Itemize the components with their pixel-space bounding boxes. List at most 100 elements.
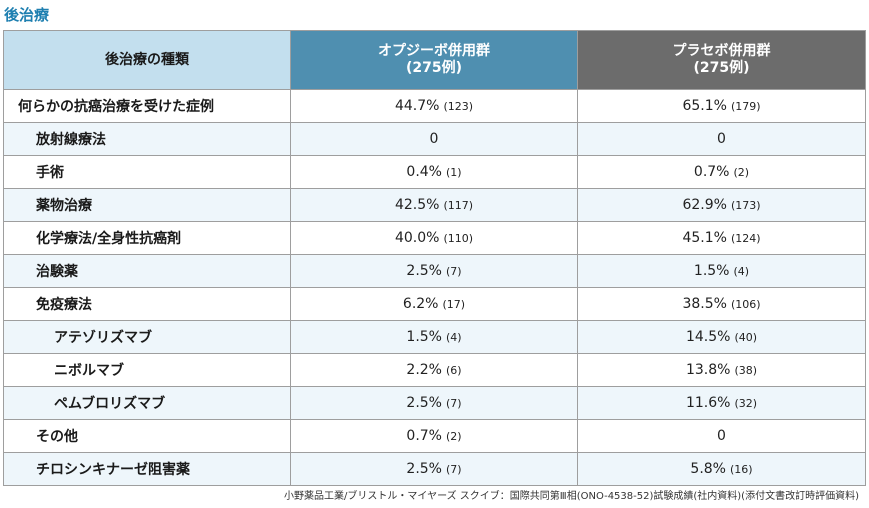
placebo-value-cell: 13.8% (38): [577, 353, 866, 387]
header-line2: (275例): [693, 60, 750, 76]
percentage: 1.5%: [406, 329, 442, 345]
table-row: アテゾリズマブ 1.5% (4) 14.5% (40): [3, 320, 866, 354]
percentage: 11.6%: [685, 395, 731, 411]
opdivo-value-cell: 40.0% (110): [290, 221, 578, 255]
placebo-value-cell: 38.5% (106): [577, 287, 866, 321]
placebo-value-cell: 5.8% (16): [577, 452, 866, 486]
percentage: 6.2%: [402, 296, 439, 312]
table-row: ニボルマブ 2.2% (6) 13.8% (38): [3, 353, 866, 387]
treatment-table: 後治療の種類 オプジーボ併用群 (275例) プラセボ併用群 (275例) 何ら…: [3, 30, 866, 486]
table-row: 治験薬 2.5% (7) 1.5% (4): [3, 254, 866, 288]
percentage: 62.9%: [682, 197, 727, 213]
patient-count: (38): [734, 364, 758, 377]
table-row: 薬物治療 42.5% (117) 62.9% (173): [3, 188, 866, 222]
percentage: 2.2%: [406, 362, 442, 378]
row-label: ニボルマブ: [3, 353, 291, 387]
opdivo-value-cell: 6.2% (17): [290, 287, 578, 321]
table-row: その他 0.7% (2) 0: [3, 419, 866, 453]
percentage: 13.8%: [685, 362, 731, 378]
patient-count: (4): [445, 331, 462, 344]
percentage: 5.8%: [690, 461, 726, 477]
table-row: 何らかの抗癌治療を受けた症例 44.7% (123) 65.1% (179): [3, 89, 866, 123]
header-placebo-group: プラセボ併用群 (275例): [577, 30, 866, 90]
percentage: 45.1%: [682, 230, 727, 246]
percentage: 0.7%: [693, 164, 730, 180]
header-line2: (275例): [405, 60, 463, 76]
percentage: 42.5%: [394, 197, 440, 213]
placebo-value-cell: 45.1% (124): [577, 221, 866, 255]
table-row: 化学療法/全身性抗癌剤 40.0% (110) 45.1% (124): [3, 221, 866, 255]
patient-count: (106): [730, 298, 761, 311]
patient-count: (117): [443, 199, 474, 212]
opdivo-value-cell: 44.7% (123): [290, 89, 578, 123]
patient-count: (16): [729, 463, 753, 476]
table-row: 放射線療法 0 0: [3, 122, 866, 156]
row-label: アテゾリズマブ: [3, 320, 291, 354]
percentage: 0: [717, 428, 726, 444]
row-label: 何らかの抗癌治療を受けた症例: [3, 89, 291, 123]
placebo-value-cell: 14.5% (40): [577, 320, 866, 354]
placebo-value-cell: 0.7% (2): [577, 155, 866, 189]
header-line1: 後治療の種類: [105, 51, 189, 68]
percentage: 14.5%: [685, 329, 731, 345]
patient-count: (173): [730, 199, 761, 212]
patient-count: (124): [730, 232, 761, 245]
placebo-value-cell: 1.5% (4): [577, 254, 866, 288]
percentage: 0.7%: [406, 428, 442, 444]
opdivo-value-cell: 2.2% (6): [290, 353, 578, 387]
placebo-value-cell: 11.6% (32): [577, 386, 866, 420]
patient-count: (4): [733, 265, 750, 278]
table-row: 免疫療法 6.2% (17) 38.5% (106): [3, 287, 866, 321]
percentage: 44.7%: [394, 98, 440, 114]
patient-count: (110): [443, 232, 474, 245]
table-row: チロシンキナーゼ阻害薬 2.5% (7) 5.8% (16): [3, 452, 866, 486]
patient-count: (40): [734, 331, 758, 344]
percentage: 0.4%: [406, 164, 442, 180]
placebo-value-cell: 62.9% (173): [577, 188, 866, 222]
patient-count: (17): [442, 298, 466, 311]
placebo-value-cell: 65.1% (179): [577, 89, 866, 123]
percentage: 0: [429, 131, 439, 147]
percentage: 2.5%: [406, 263, 442, 279]
source-note: 小野薬品工業/ブリストル・マイヤーズ スクイブ：国際共同第Ⅲ相(ONO-4538…: [284, 491, 859, 502]
patient-count: (7): [445, 265, 462, 278]
opdivo-value-cell: 42.5% (117): [290, 188, 578, 222]
percentage: 2.5%: [406, 395, 442, 411]
percentage: 2.5%: [406, 461, 442, 477]
header-treatment-type: 後治療の種類: [3, 30, 291, 90]
percentage: 38.5%: [682, 296, 727, 312]
header-line1: プラセボ併用群: [672, 43, 771, 59]
opdivo-value-cell: 2.5% (7): [290, 386, 578, 420]
row-label: 手術: [3, 155, 291, 189]
percentage: 65.1%: [682, 98, 727, 114]
opdivo-value-cell: 1.5% (4): [290, 320, 578, 354]
header-opdivo-group: オプジーボ併用群 (275例): [290, 30, 578, 90]
row-label: 治験薬: [3, 254, 291, 288]
placebo-value-cell: 0: [577, 419, 866, 453]
table-header-row: 後治療の種類 オプジーボ併用群 (275例) プラセボ併用群 (275例): [3, 30, 866, 90]
patient-count: (32): [734, 397, 758, 410]
row-label: 免疫療法: [3, 287, 291, 321]
opdivo-value-cell: 0.4% (1): [290, 155, 578, 189]
opdivo-value-cell: 0: [290, 122, 578, 156]
opdivo-value-cell: 2.5% (7): [290, 452, 578, 486]
header-line1: オプジーボ併用群: [378, 43, 490, 59]
percentage: 1.5%: [693, 263, 730, 279]
table-row: ペムブロリズマブ 2.5% (7) 11.6% (32): [3, 386, 866, 420]
patient-count: (1): [445, 166, 462, 179]
patient-count: (2): [733, 166, 750, 179]
opdivo-value-cell: 2.5% (7): [290, 254, 578, 288]
page-title: 後治療: [4, 6, 50, 24]
row-label: 化学療法/全身性抗癌剤: [3, 221, 291, 255]
row-label: 薬物治療: [3, 188, 291, 222]
patient-count: (179): [730, 100, 761, 113]
row-label: チロシンキナーゼ阻害薬: [3, 452, 291, 486]
row-label: その他: [3, 419, 291, 453]
percentage: 40.0%: [394, 230, 440, 246]
patient-count: (6): [445, 364, 462, 377]
opdivo-value-cell: 0.7% (2): [290, 419, 578, 453]
placebo-value-cell: 0: [577, 122, 866, 156]
patient-count: (7): [445, 397, 462, 410]
table-row: 手術 0.4% (1) 0.7% (2): [3, 155, 866, 189]
patient-count: (123): [443, 100, 474, 113]
